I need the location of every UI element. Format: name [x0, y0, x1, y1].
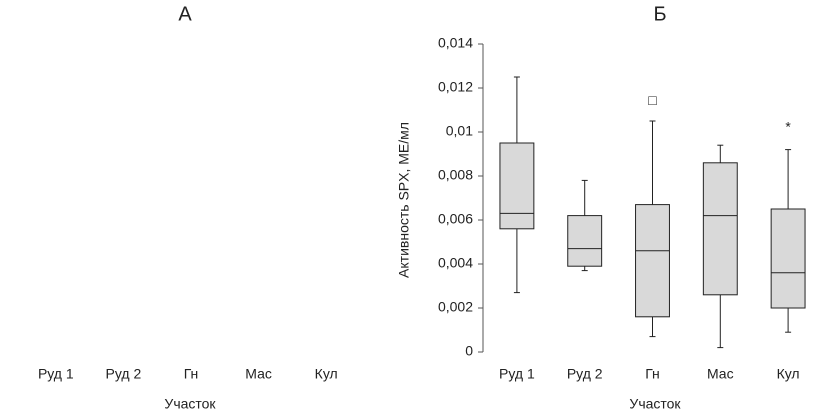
chart-title: Б — [653, 3, 666, 25]
annotation: * — [785, 118, 791, 134]
x-tick-label: Кул — [315, 366, 338, 382]
box — [567, 215, 603, 267]
y-tick-label: 0,004 — [438, 255, 473, 271]
annotation: □ — [648, 92, 657, 108]
y-tick-label: 0,01 — [446, 123, 473, 139]
x-tick-label: Гн — [645, 366, 660, 382]
x-tick-label: Руд 1 — [38, 366, 74, 382]
y-tick-label: 0,002 — [438, 299, 473, 315]
x-tick-label: Кул — [777, 366, 800, 382]
chart-title: А — [178, 3, 192, 25]
x-tick-label: Руд 2 — [567, 366, 603, 382]
box — [702, 162, 738, 296]
y-axis-label: Активность SPX, МЕ/мл — [396, 122, 412, 278]
y-tick-label: 0,012 — [438, 79, 473, 95]
x-tick-label: Мас — [245, 366, 272, 382]
box — [635, 204, 670, 318]
x-tick-label: Руд 1 — [499, 366, 535, 382]
x-tick-label: Мас — [707, 366, 734, 382]
x-axis-label: Участок — [164, 396, 216, 412]
x-axis-label: Участок — [629, 396, 681, 412]
box — [770, 208, 806, 309]
box — [499, 142, 535, 230]
x-tick-label: Руд 2 — [106, 366, 142, 382]
y-tick-label: 0,008 — [438, 167, 473, 183]
y-tick-label: 0,014 — [438, 35, 473, 51]
y-tick-label: 0,006 — [438, 211, 473, 227]
x-tick-label: Гн — [184, 366, 199, 382]
y-tick-label: 0 — [465, 343, 473, 359]
